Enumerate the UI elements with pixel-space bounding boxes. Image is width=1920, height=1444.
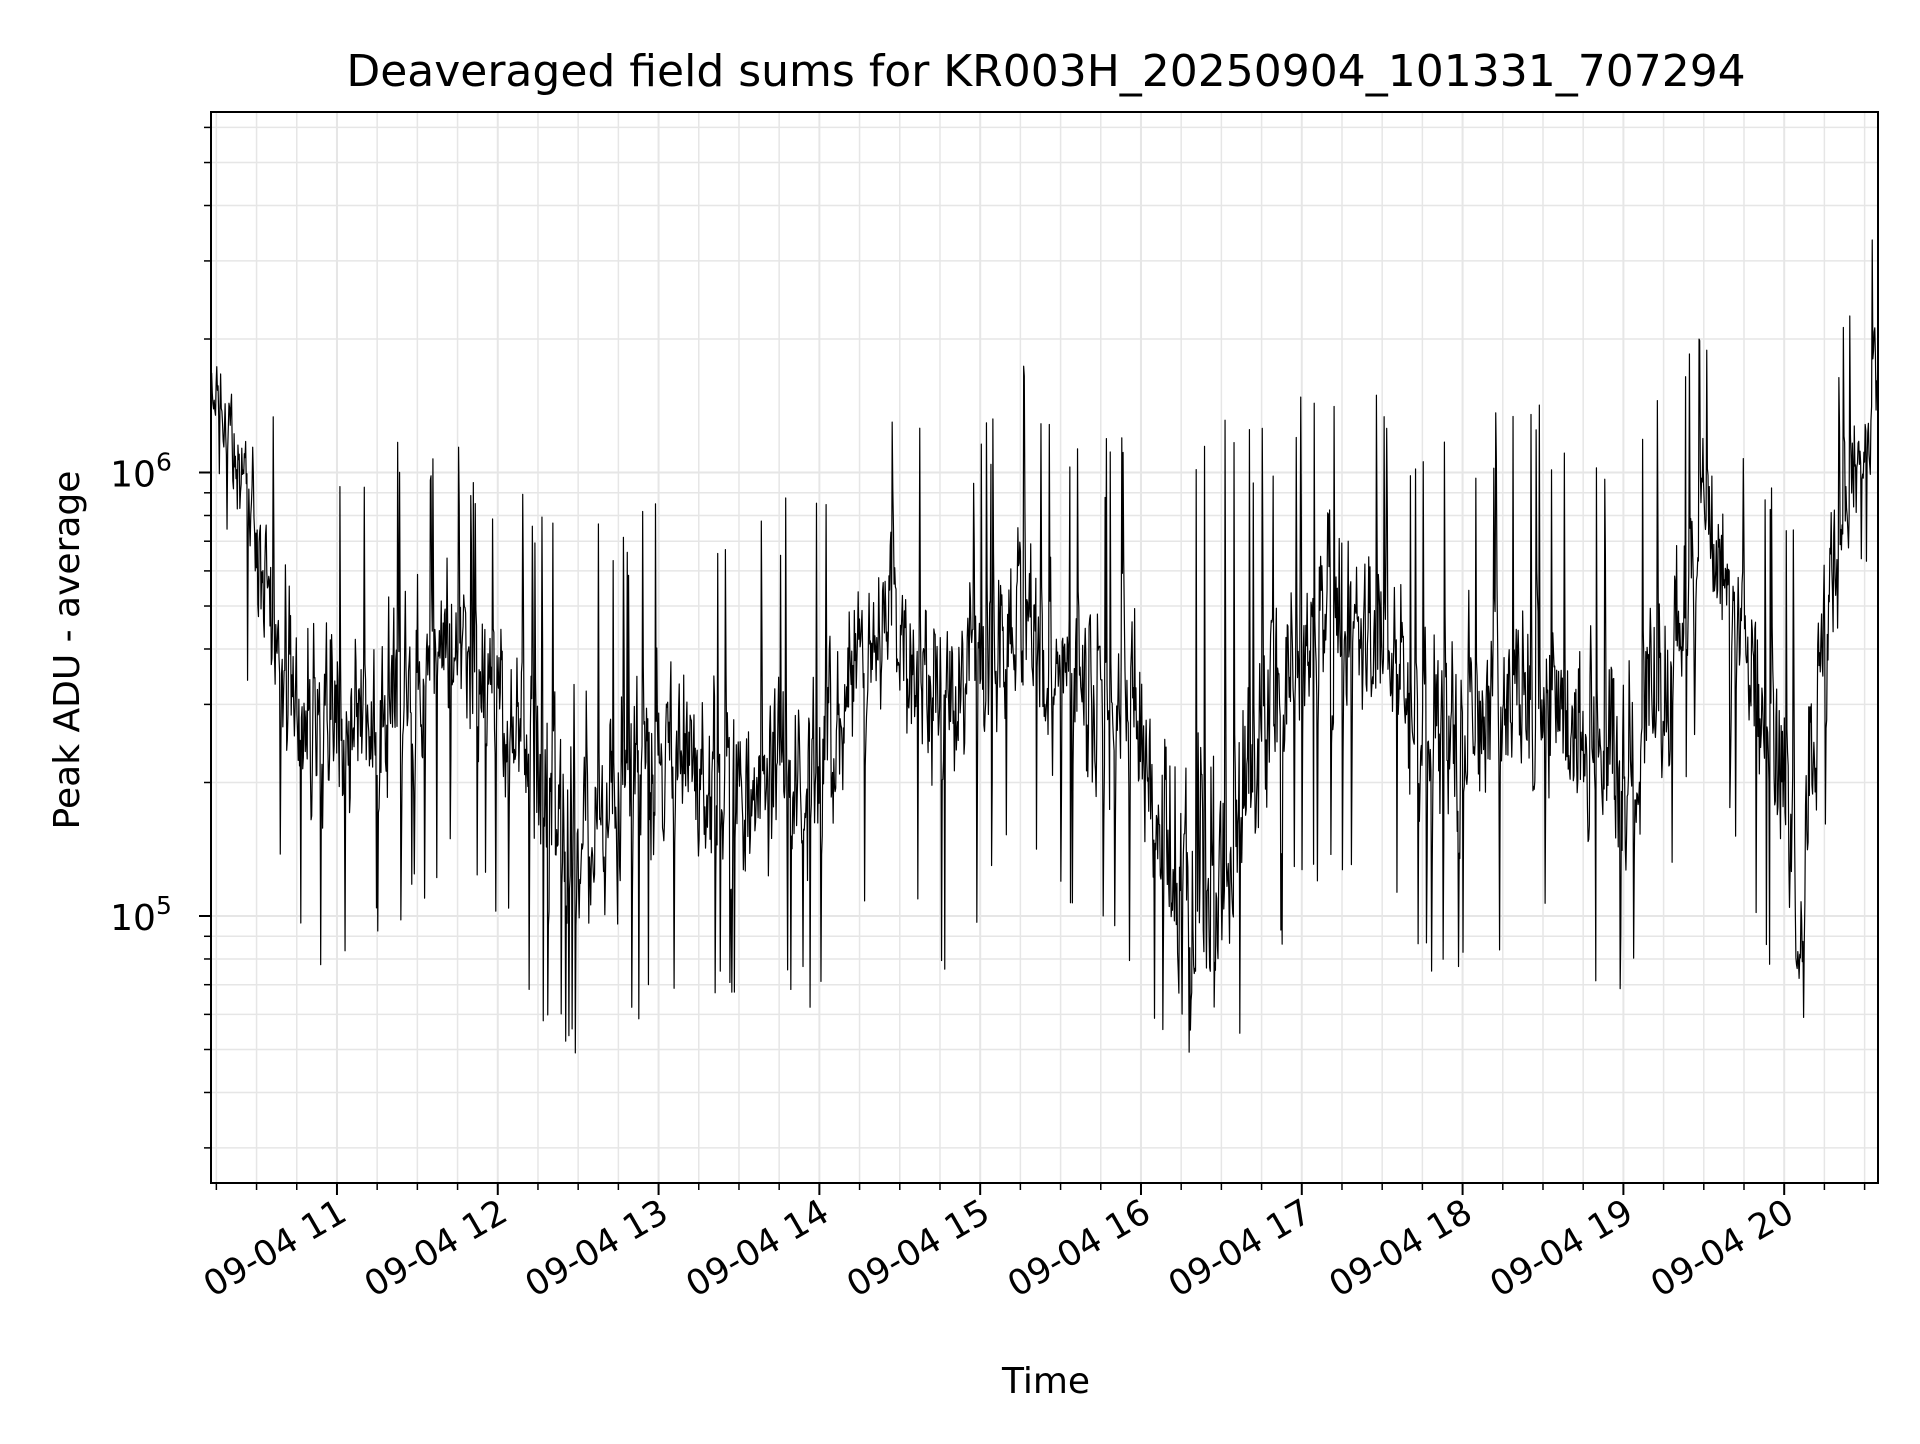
series-line (210, 239, 1879, 1054)
y-tick-label-base: 10 (110, 455, 156, 496)
y-axis-label: Peak ADU - average (47, 471, 88, 830)
y-tick-label: 106 (110, 448, 172, 496)
chart-title: Deaveraged field sums for KR003H_2025090… (346, 46, 1745, 97)
y-tick-label-exponent: 6 (156, 448, 172, 477)
data-series (210, 239, 1879, 1054)
x-axis-label: Time (1001, 1361, 1090, 1402)
y-tick-label: 105 (110, 891, 172, 939)
y-tick-label-exponent: 5 (156, 891, 172, 920)
y-tick-label-base: 10 (110, 898, 156, 939)
plot-frame (210, 111, 1879, 1184)
